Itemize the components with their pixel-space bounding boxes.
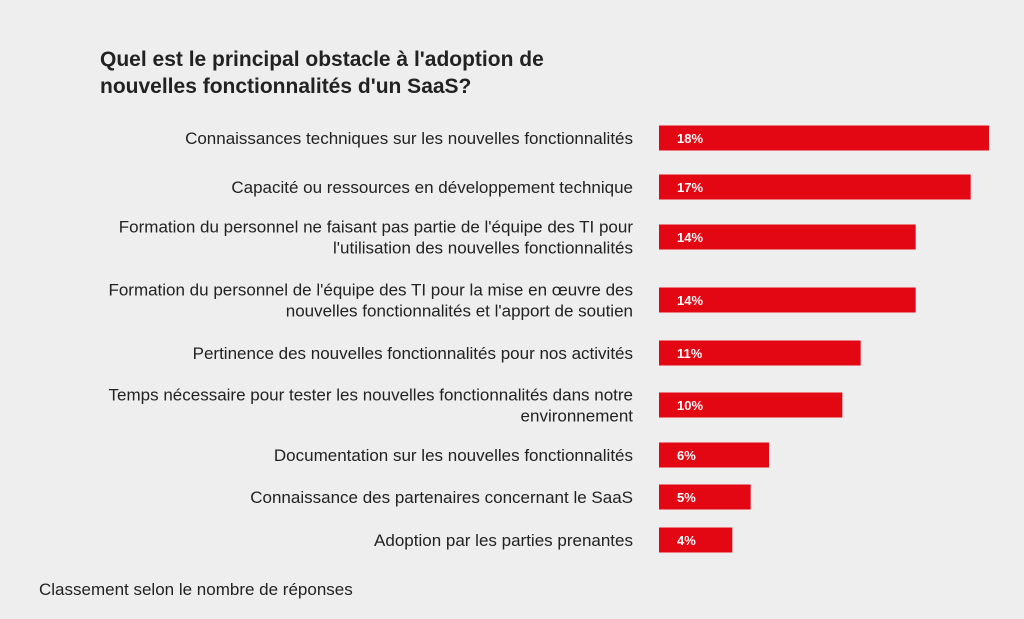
bar-value-label: 4% — [677, 533, 696, 548]
category-label-line: Adoption par les parties prenantes — [374, 531, 633, 550]
category-label-line: l'utilisation des nouvelles fonctionnali… — [333, 239, 633, 258]
bar — [659, 484, 751, 510]
category-label: Temps nécessaire pour tester les nouvell… — [109, 386, 634, 426]
bar — [659, 442, 769, 468]
bar-value-label: 6% — [677, 448, 696, 463]
category-label-line: nouvelles fonctionnalités et l'apport de… — [286, 302, 633, 321]
category-label-line: Pertinence des nouvelles fonctionnalités… — [193, 344, 633, 363]
bar — [659, 287, 916, 313]
bar — [659, 527, 733, 553]
category-label-line: Connaissance des partenaires concernant … — [250, 488, 633, 507]
category-label-line: environnement — [521, 407, 634, 426]
bar — [659, 340, 861, 366]
bar-value-label: 11% — [677, 346, 703, 361]
bar — [659, 125, 989, 151]
bar-value-label: 10% — [677, 398, 703, 413]
category-label-line: Temps nécessaire pour tester les nouvell… — [109, 386, 633, 405]
category-label: Documentation sur les nouvelles fonction… — [274, 446, 633, 465]
bar-value-label: 5% — [677, 490, 696, 505]
bar — [659, 392, 843, 418]
bar — [659, 224, 916, 250]
footnote: Classement selon le nombre de réponses — [39, 580, 353, 599]
category-label-line: Capacité ou ressources en développement … — [231, 178, 633, 197]
category-label: Pertinence des nouvelles fonctionnalités… — [193, 344, 633, 363]
chart-title: Quel est le principal obstacle à l'adopt… — [100, 48, 544, 98]
bar-value-label: 18% — [677, 131, 703, 146]
bar — [659, 174, 971, 200]
category-label: Connaissance des partenaires concernant … — [250, 488, 633, 507]
category-label-line: Documentation sur les nouvelles fonction… — [274, 446, 633, 465]
category-label: Capacité ou ressources en développement … — [231, 178, 633, 197]
bar-value-label: 14% — [677, 293, 703, 308]
bar-value-label: 14% — [677, 230, 703, 245]
category-label: Formation du personnel ne faisant pas pa… — [119, 218, 634, 258]
category-label-line: Formation du personnel ne faisant pas pa… — [119, 218, 634, 237]
bar-value-label: 17% — [677, 180, 703, 195]
category-label-line: Formation du personnel de l'équipe des T… — [108, 281, 633, 300]
category-label: Connaissances techniques sur les nouvell… — [185, 129, 633, 148]
category-label: Adoption par les parties prenantes — [374, 531, 633, 550]
category-label: Formation du personnel de l'équipe des T… — [108, 281, 633, 321]
category-label-line: Connaissances techniques sur les nouvell… — [185, 129, 633, 148]
